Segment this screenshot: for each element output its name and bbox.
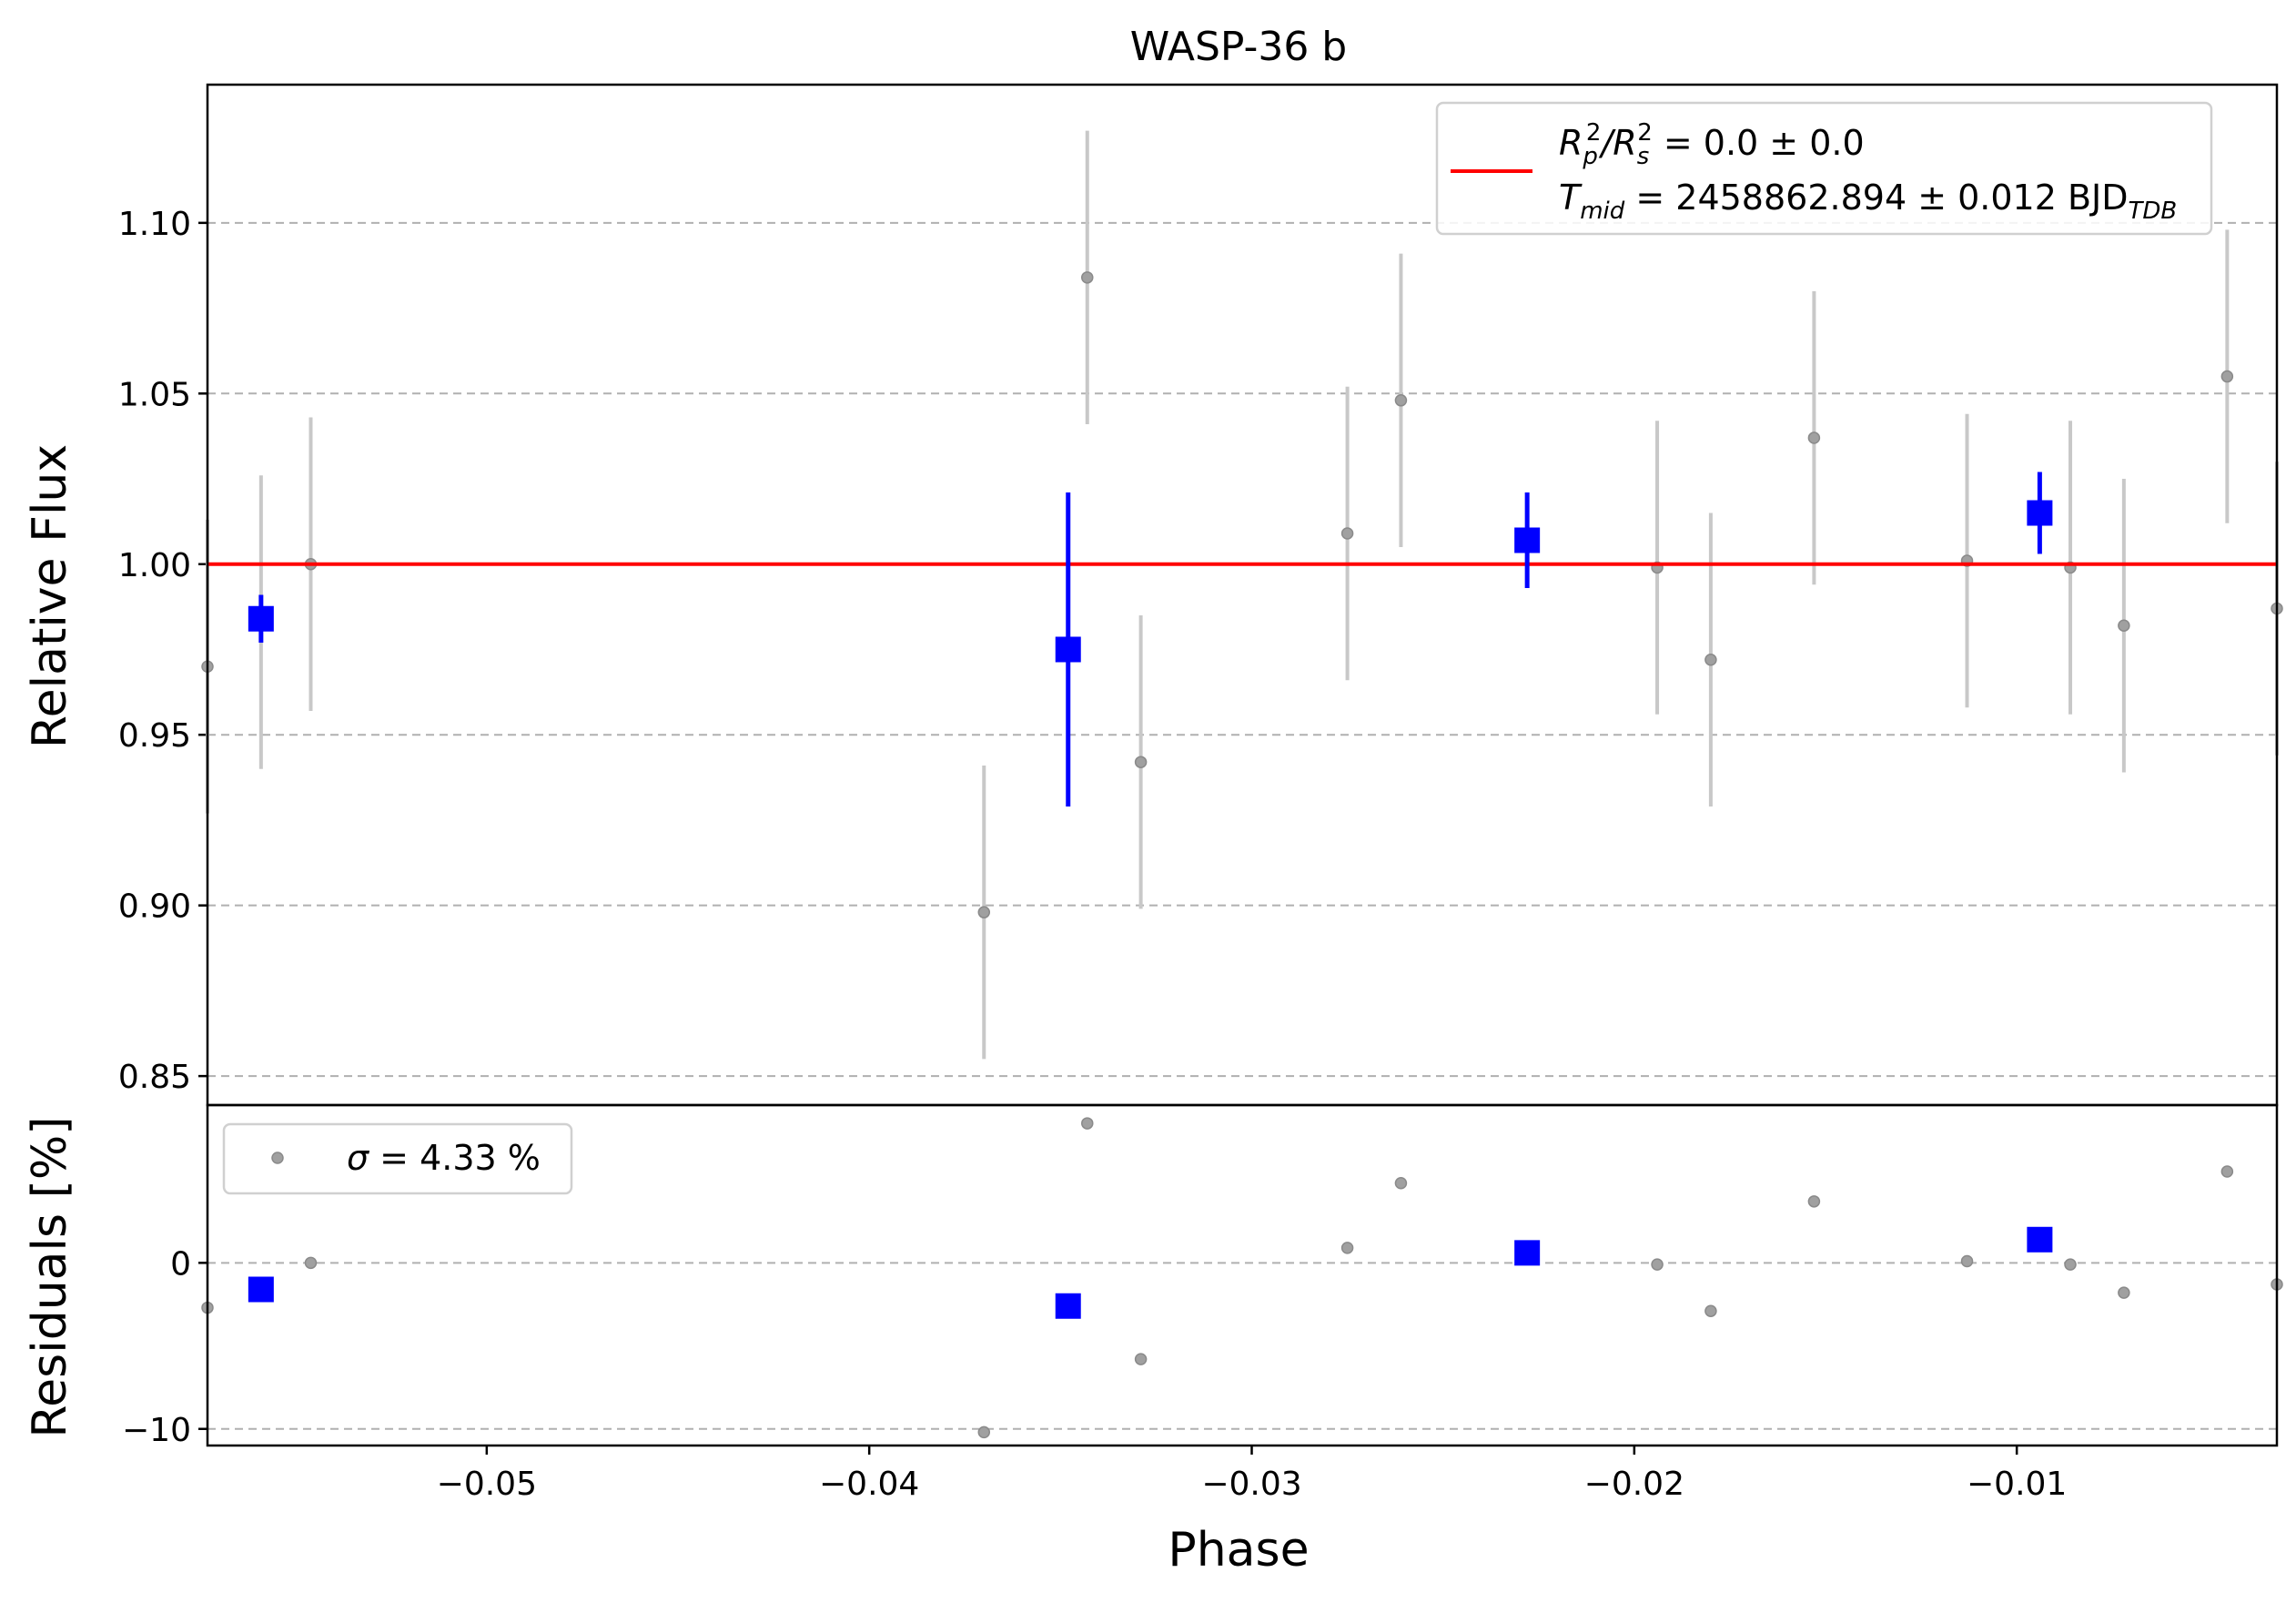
raw-data-point bbox=[977, 906, 991, 918]
residual-raw-point bbox=[304, 1256, 318, 1270]
x-tick-label: −0.04 bbox=[819, 1466, 919, 1503]
bottom-y-ticks: −10 0 bbox=[122, 1245, 207, 1449]
legend-line-tmid: Tmid = 2458862.894 ± 0.012 BJDTDB bbox=[1559, 178, 2177, 225]
top-y-tick-label: 0.85 bbox=[118, 1059, 191, 1096]
binned-data-point bbox=[1514, 527, 1541, 553]
bottom-raw-data bbox=[201, 1117, 2283, 1439]
residual-raw-point bbox=[2064, 1258, 2077, 1271]
top-legend: Rp2/Rs2 = 0.0 ± 0.0 Tmid = 2458862.894 ±… bbox=[1435, 101, 2213, 236]
residual-raw-point bbox=[2118, 1286, 2130, 1299]
x-axis-label: Phase bbox=[1168, 1523, 1309, 1578]
residual-binned-point bbox=[1055, 1293, 1081, 1319]
residual-raw-point bbox=[1134, 1353, 1148, 1365]
raw-data-point bbox=[1704, 653, 1717, 666]
residual-raw-point bbox=[1807, 1195, 1821, 1208]
bottom-binned-data bbox=[248, 1226, 2053, 1319]
top-y-tick-label: 1.10 bbox=[118, 206, 191, 243]
top-y-tick-label: 1.05 bbox=[118, 376, 191, 413]
residual-raw-point bbox=[977, 1425, 991, 1439]
residuals-legend: σ = 4.33 % bbox=[222, 1122, 573, 1195]
raw-data-point bbox=[1807, 431, 1821, 444]
top-y-tick-label: 0.90 bbox=[118, 888, 191, 926]
x-tick-label: −0.05 bbox=[437, 1466, 537, 1503]
bottom-y-tick-label: 0 bbox=[170, 1245, 191, 1283]
raw-data-point bbox=[1340, 527, 1354, 540]
residual-raw-point bbox=[1340, 1242, 1354, 1254]
top-raw-data bbox=[201, 130, 2283, 1060]
top-binned-data bbox=[248, 472, 2053, 807]
bottom-y-axis-label: Residuals [%] bbox=[23, 1116, 77, 1437]
raw-data-point bbox=[1394, 394, 1408, 407]
residual-raw-point bbox=[1651, 1258, 1664, 1271]
residuals-panel: −10 0 −0.05 −0.04 −0.03 −0.02 −0.01 σ = 4.33 … bbox=[23, 1103, 2283, 1578]
residual-binned-point bbox=[2027, 1226, 2053, 1253]
residual-raw-point bbox=[1704, 1304, 1717, 1317]
residuals-legend-box bbox=[222, 1122, 573, 1195]
legend-line-radius-ratio: Rp2/Rs2 = 0.0 ± 0.0 bbox=[1559, 119, 1865, 170]
residual-raw-point bbox=[2220, 1165, 2234, 1178]
raw-data-point bbox=[2220, 370, 2234, 383]
top-y-tick-label: 0.95 bbox=[118, 717, 191, 755]
residual-binned-point bbox=[248, 1276, 274, 1303]
x-tick-label: −0.03 bbox=[1201, 1466, 1301, 1503]
legend-sigma-text: σ = 4.33 % bbox=[347, 1138, 541, 1178]
residual-raw-point bbox=[1394, 1176, 1408, 1190]
residual-raw-point bbox=[1081, 1117, 1094, 1130]
x-tick-label: −0.01 bbox=[1967, 1466, 2067, 1503]
raw-data-point bbox=[2118, 619, 2130, 632]
top-y-ticks: 0.85 0.90 0.95 1.00 1.05 1.10 bbox=[118, 206, 207, 1096]
residual-binned-point bbox=[1514, 1240, 1541, 1266]
legend-raw-marker bbox=[271, 1152, 284, 1164]
binned-data-point bbox=[1055, 636, 1081, 663]
light-curve-panel: 0.85 0.90 0.95 1.00 1.05 1.10 Rp2/Rs2 = 0.0 ±… bbox=[23, 83, 2283, 1107]
chart-title: WASP-36 b bbox=[1130, 24, 1347, 70]
bottom-gridlines bbox=[207, 1262, 2277, 1430]
binned-data-point bbox=[2027, 500, 2053, 526]
bottom-y-tick-label: −10 bbox=[122, 1412, 191, 1449]
binned-data-point bbox=[248, 605, 274, 632]
x-tick-label: −0.02 bbox=[1584, 1466, 1684, 1503]
residual-raw-point bbox=[1960, 1254, 1974, 1268]
top-y-tick-label: 1.00 bbox=[118, 547, 191, 584]
x-axis-ticks: −0.05 −0.04 −0.03 −0.02 −0.01 bbox=[437, 1446, 2067, 1503]
raw-data-point bbox=[1134, 756, 1148, 768]
top-y-axis-label: Relative Flux bbox=[23, 444, 77, 748]
bottom-axes-frame bbox=[206, 1103, 2279, 1447]
top-legend-box bbox=[1435, 101, 2213, 236]
raw-data-point bbox=[1081, 271, 1094, 284]
